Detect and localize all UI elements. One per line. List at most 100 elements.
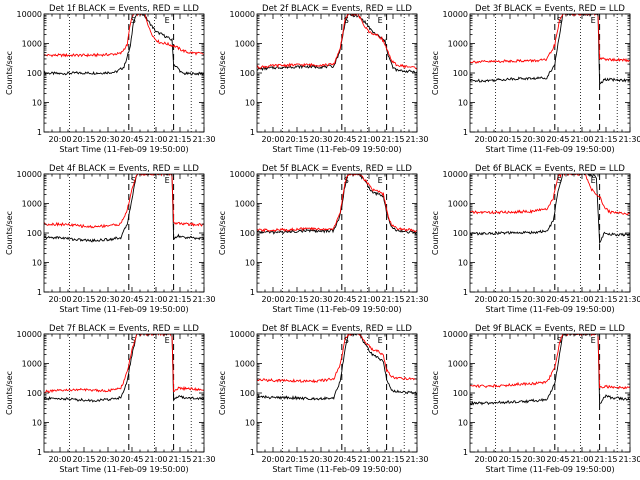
start-marker-label: S: [557, 176, 562, 185]
x-tick-label: 20:45: [333, 135, 356, 144]
x-tick-label: 20:15: [72, 295, 95, 304]
x-tick-label: 21:00: [357, 455, 380, 464]
x-tick-label: 20:15: [498, 455, 521, 464]
x-tick-label: 21:30: [618, 135, 640, 144]
y-axis-label: Counts/sec: [431, 371, 440, 415]
x-tick-label: 21:30: [618, 295, 640, 304]
events-series-line: [470, 14, 630, 85]
x-tick-label: 20:45: [546, 295, 569, 304]
y-tick-label: 100: [27, 69, 42, 78]
x-axis-label: Start Time (11-Feb-09 19:50:00): [59, 145, 188, 154]
y-tick-label: 100: [240, 69, 255, 78]
x-tick-label: 20:45: [120, 455, 143, 464]
y-tick-label: 100: [240, 389, 255, 398]
x-tick-label: 20:30: [522, 455, 545, 464]
y-axis-label: Counts/sec: [5, 371, 14, 415]
x-axis-label: Start Time (11-Feb-09 19:50:00): [485, 145, 614, 154]
x-tick-label: 20:15: [285, 455, 308, 464]
x-tick-label: 20:30: [309, 455, 332, 464]
x-tick-label: 20:00: [48, 135, 71, 144]
y-tick-label: 10: [32, 259, 42, 268]
panel-title: Det 5f BLACK = Events, RED = LLD: [262, 164, 412, 174]
end-marker-label: E: [591, 336, 596, 345]
lld-series-line: [470, 174, 630, 216]
plot-frame: [256, 173, 418, 293]
x-tick-label: 21:00: [144, 455, 167, 464]
events-series-line: [257, 14, 417, 74]
y-tick-label: 1: [37, 128, 42, 137]
x-tick-label: 20:30: [309, 135, 332, 144]
x-tick-label: 20:15: [72, 135, 95, 144]
x-axis-label: Start Time (11-Feb-09 19:50:00): [59, 305, 188, 314]
x-axis-label: Start Time (11-Feb-09 19:50:00): [272, 145, 401, 154]
panel-title: Det 1f BLACK = Events, RED = LLD: [49, 4, 199, 14]
x-tick-label: 20:15: [498, 135, 521, 144]
x-tick-label: 20:45: [120, 295, 143, 304]
x-tick-label: 20:30: [96, 455, 119, 464]
y-tick-label: 100: [453, 69, 468, 78]
start-marker-label: S: [344, 16, 349, 25]
x-tick-label: 20:00: [474, 295, 497, 304]
panel-title: Det 9f BLACK = Events, RED = LLD: [475, 324, 625, 334]
end-marker-label: E: [591, 176, 596, 185]
panel-title: Det 4f BLACK = Events, RED = LLD: [49, 164, 199, 174]
panel-title: Det 6f BLACK = Events, RED = LLD: [475, 164, 625, 174]
y-tick-label: 1000: [22, 40, 42, 49]
start-marker-label: S: [557, 336, 562, 345]
panel-title: Det 2f BLACK = Events, RED = LLD: [262, 4, 412, 14]
panel-det-7: Det 7f BLACK = Events, RED = LLD S E 1 10 100…: [5, 324, 216, 474]
end-marker-label: E: [378, 176, 383, 185]
x-tick-label: 20:30: [522, 295, 545, 304]
x-tick-label: 21:30: [618, 455, 640, 464]
start-marker-label: S: [344, 336, 349, 345]
y-tick-label: 1: [250, 128, 255, 137]
lld-series-line: [470, 14, 630, 64]
y-tick-label: 1: [37, 288, 42, 297]
y-axis-label: Counts/sec: [5, 211, 14, 255]
panel-title: Det 3f BLACK = Events, RED = LLD: [475, 4, 625, 14]
x-tick-label: 21:00: [570, 455, 593, 464]
start-marker-label: S: [131, 16, 136, 25]
events-series-line: [44, 14, 204, 76]
x-tick-label: 21:00: [144, 295, 167, 304]
y-tick-label: 10: [245, 99, 255, 108]
panel-det-4: Det 4f BLACK = Events, RED = LLD S E 1 10 100…: [5, 164, 216, 314]
end-marker-label: E: [165, 176, 170, 185]
y-tick-label: 10000: [230, 10, 255, 19]
x-tick-label: 21:00: [144, 135, 167, 144]
y-axis-label: Counts/sec: [431, 51, 440, 95]
x-axis-label: Start Time (11-Feb-09 19:50:00): [272, 305, 401, 314]
lld-series-line: [257, 334, 417, 384]
y-tick-label: 1: [463, 448, 468, 457]
panel-det-2: Det 2f BLACK = Events, RED = LLD S E 1 10 100…: [218, 4, 429, 154]
lld-series-line: [470, 334, 630, 390]
y-tick-label: 100: [453, 389, 468, 398]
y-axis-label: Counts/sec: [431, 211, 440, 255]
y-tick-label: 10: [32, 419, 42, 428]
x-tick-label: 20:45: [546, 135, 569, 144]
y-tick-label: 1: [463, 288, 468, 297]
y-axis-label: Counts/sec: [5, 51, 14, 95]
x-tick-label: 20:15: [498, 295, 521, 304]
y-tick-label: 10000: [443, 170, 468, 179]
x-tick-label: 20:00: [261, 295, 284, 304]
x-tick-label: 20:00: [48, 295, 71, 304]
x-axis-label: Start Time (11-Feb-09 19:50:00): [272, 465, 401, 474]
plot-frame: [43, 333, 205, 453]
y-tick-label: 1000: [448, 200, 468, 209]
x-tick-label: 20:30: [522, 135, 545, 144]
x-tick-label: 20:00: [261, 455, 284, 464]
events-series-line: [470, 174, 630, 245]
x-axis-label: Start Time (11-Feb-09 19:50:00): [485, 465, 614, 474]
y-tick-label: 1000: [235, 40, 255, 49]
y-tick-label: 10: [245, 419, 255, 428]
y-tick-label: 1000: [22, 360, 42, 369]
start-marker-label: S: [131, 336, 136, 345]
x-tick-label: 20:00: [474, 135, 497, 144]
y-tick-label: 1: [463, 128, 468, 137]
x-tick-label: 20:45: [333, 455, 356, 464]
x-tick-label: 21:15: [594, 295, 617, 304]
